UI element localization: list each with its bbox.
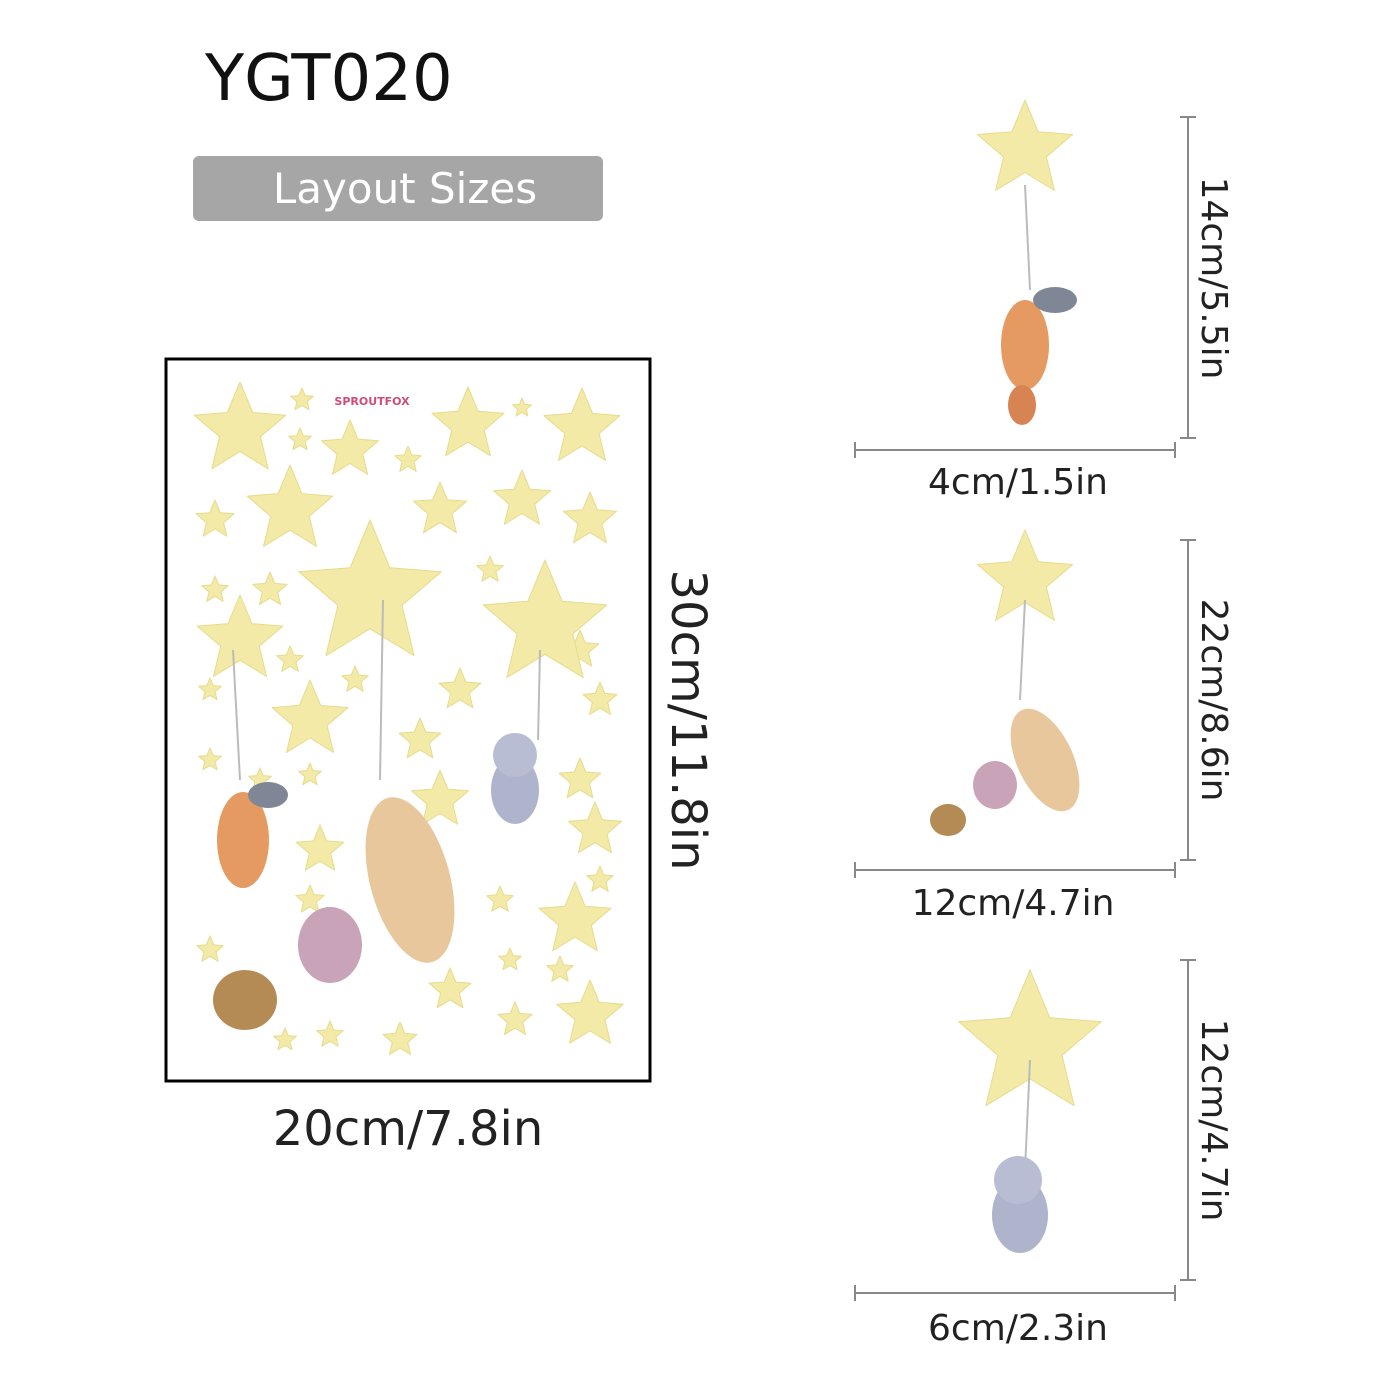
item-width: 12cm/4.7in	[912, 883, 1115, 924]
star	[976, 99, 1074, 191]
star	[412, 481, 468, 534]
star	[298, 519, 442, 657]
brand-label: SPROUTFOX	[334, 395, 410, 408]
star	[321, 419, 379, 475]
star	[195, 499, 235, 537]
wombat	[298, 907, 362, 983]
star	[198, 677, 222, 701]
star	[295, 824, 345, 871]
item-width: 6cm/2.3in	[928, 1308, 1108, 1349]
star	[558, 757, 602, 799]
wombat	[973, 761, 1017, 809]
star	[567, 801, 623, 854]
star	[493, 469, 551, 525]
star	[438, 667, 482, 709]
star	[498, 947, 522, 971]
item-width: 4cm/1.5in	[928, 462, 1108, 503]
width-line	[854, 1285, 1176, 1301]
star	[290, 387, 314, 411]
kangaroo	[365, 797, 455, 963]
star	[428, 967, 472, 1009]
star	[582, 681, 618, 716]
echidna	[930, 804, 966, 836]
echidna	[213, 970, 277, 1030]
star	[556, 979, 624, 1044]
kangaroo	[1010, 708, 1080, 812]
star	[382, 1021, 418, 1056]
star	[512, 397, 532, 417]
star	[562, 491, 618, 544]
star	[341, 665, 369, 692]
star	[252, 571, 288, 606]
sheet-width: 20cm/7.8in	[273, 1101, 544, 1157]
height-line	[1180, 116, 1196, 439]
star	[543, 387, 621, 461]
koala-head	[994, 1156, 1042, 1204]
star	[538, 881, 612, 952]
platypus-bill	[1033, 287, 1077, 313]
product-code: YGT020	[204, 42, 453, 116]
platypus-bill	[248, 782, 288, 808]
star	[586, 865, 614, 892]
item-height: 22cm/8.6in	[1193, 599, 1234, 802]
star	[201, 575, 229, 602]
star	[276, 645, 304, 672]
platypus-tail	[1008, 385, 1036, 425]
height-line	[1180, 539, 1196, 861]
illustrations	[213, 99, 1102, 1253]
star	[497, 1001, 533, 1036]
star	[316, 1020, 344, 1047]
star	[431, 386, 505, 457]
badge-text: Layout Sizes	[273, 164, 537, 213]
star	[394, 445, 422, 472]
star	[546, 955, 574, 982]
star	[295, 884, 325, 913]
star	[196, 935, 224, 962]
sticker-sheet: SPROUTFOX	[164, 357, 652, 1083]
width-line	[854, 862, 1176, 878]
star	[246, 464, 334, 547]
star	[198, 747, 222, 771]
star	[482, 559, 608, 679]
platypus	[1001, 300, 1049, 390]
sheet-border	[164, 357, 652, 1083]
star	[273, 1027, 297, 1051]
string	[232, 184, 1031, 1171]
star	[271, 679, 349, 753]
badge	[193, 156, 603, 221]
item-height: 12cm/4.7in	[1193, 1019, 1234, 1222]
width-line	[854, 442, 1176, 458]
star	[193, 381, 287, 470]
platypus	[217, 792, 269, 888]
item-height: 14cm/5.5in	[1193, 177, 1234, 380]
star	[196, 594, 284, 677]
height-line	[1180, 959, 1196, 1281]
star	[476, 555, 504, 582]
star	[486, 885, 514, 912]
star	[288, 427, 312, 451]
star	[411, 769, 469, 825]
dimension-lines	[854, 116, 1196, 1301]
star	[398, 717, 442, 759]
sheet-height: 30cm/11.8in	[660, 569, 716, 870]
star	[298, 762, 322, 786]
koala-head	[493, 733, 537, 777]
